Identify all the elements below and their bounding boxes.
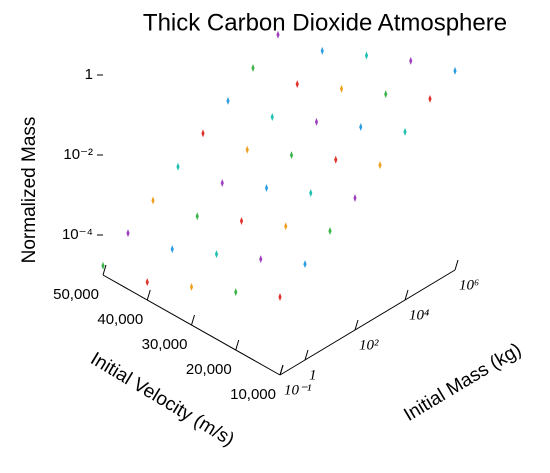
- data-point: [170, 245, 174, 254]
- data-point: [264, 183, 269, 192]
- data-point: [334, 155, 338, 164]
- data-point: [234, 288, 238, 297]
- x-tick: [354, 319, 359, 331]
- data-point: [151, 196, 155, 205]
- x-axis-label: Initial Mass (kg): [400, 339, 525, 426]
- x-tick: [304, 349, 309, 361]
- x-tick-label: 10⁶: [459, 277, 479, 293]
- x-tick-label: 10²: [359, 337, 379, 353]
- z-axis-label: Normalized Mass: [19, 117, 40, 264]
- data-point: [295, 80, 299, 89]
- data-point: [309, 189, 313, 198]
- data-point: [239, 216, 244, 225]
- data-point: [126, 229, 130, 238]
- data-point: [409, 56, 413, 65]
- z-tick-label: 1: [85, 66, 93, 83]
- data-point: [303, 260, 307, 269]
- data-point: [251, 64, 255, 73]
- x-tick: [404, 289, 409, 301]
- data-point: [453, 66, 457, 75]
- data-point: [270, 113, 274, 122]
- data-point: [353, 193, 357, 202]
- data-point: [378, 161, 382, 170]
- y-tick: [102, 264, 107, 276]
- data-point: [403, 127, 407, 136]
- y-tick: [279, 364, 284, 376]
- data-point: [259, 255, 263, 264]
- chart-title: Thick Carbon Dioxide Atmosphere: [143, 9, 507, 36]
- z-tick-label: 10⁻⁴: [62, 226, 93, 243]
- data-point: [101, 261, 105, 270]
- data-point: [289, 151, 294, 160]
- y-tick: [235, 339, 240, 351]
- y-tick-label: 50,000: [53, 286, 99, 303]
- y-tick: [191, 314, 195, 326]
- data-point: [428, 94, 432, 103]
- x-tick-label: 10⁻¹: [284, 382, 312, 398]
- y-tick-label: 10,000: [230, 386, 276, 403]
- data-point: [278, 293, 282, 302]
- data-point: [328, 226, 332, 235]
- y-tick-label: 30,000: [142, 336, 188, 353]
- y-tick: [146, 289, 151, 301]
- data-point: [359, 123, 363, 132]
- data-point: [145, 278, 149, 287]
- x-tick-label: 1: [309, 367, 317, 383]
- data-point: [226, 96, 230, 105]
- data-point: [314, 117, 319, 126]
- data-point: [189, 283, 194, 292]
- x-tick: [454, 259, 459, 271]
- data-point: [214, 250, 219, 259]
- data-point: [176, 162, 180, 171]
- y-tick-label: 20,000: [186, 361, 232, 378]
- data-point: [364, 51, 369, 60]
- data-point: [339, 84, 344, 93]
- x-axis: [279, 269, 456, 376]
- data-point: [284, 222, 288, 231]
- data-point: [220, 179, 224, 188]
- data-point: [320, 46, 324, 55]
- data-point: [195, 212, 199, 221]
- x-tick-label: 10⁴: [409, 307, 429, 323]
- data-point: [384, 90, 388, 99]
- data-point: [201, 129, 205, 138]
- data-point: [245, 145, 249, 154]
- data-point: [276, 30, 280, 39]
- y-tick-label: 40,000: [97, 311, 143, 328]
- z-tick-label: 10⁻²: [63, 146, 93, 163]
